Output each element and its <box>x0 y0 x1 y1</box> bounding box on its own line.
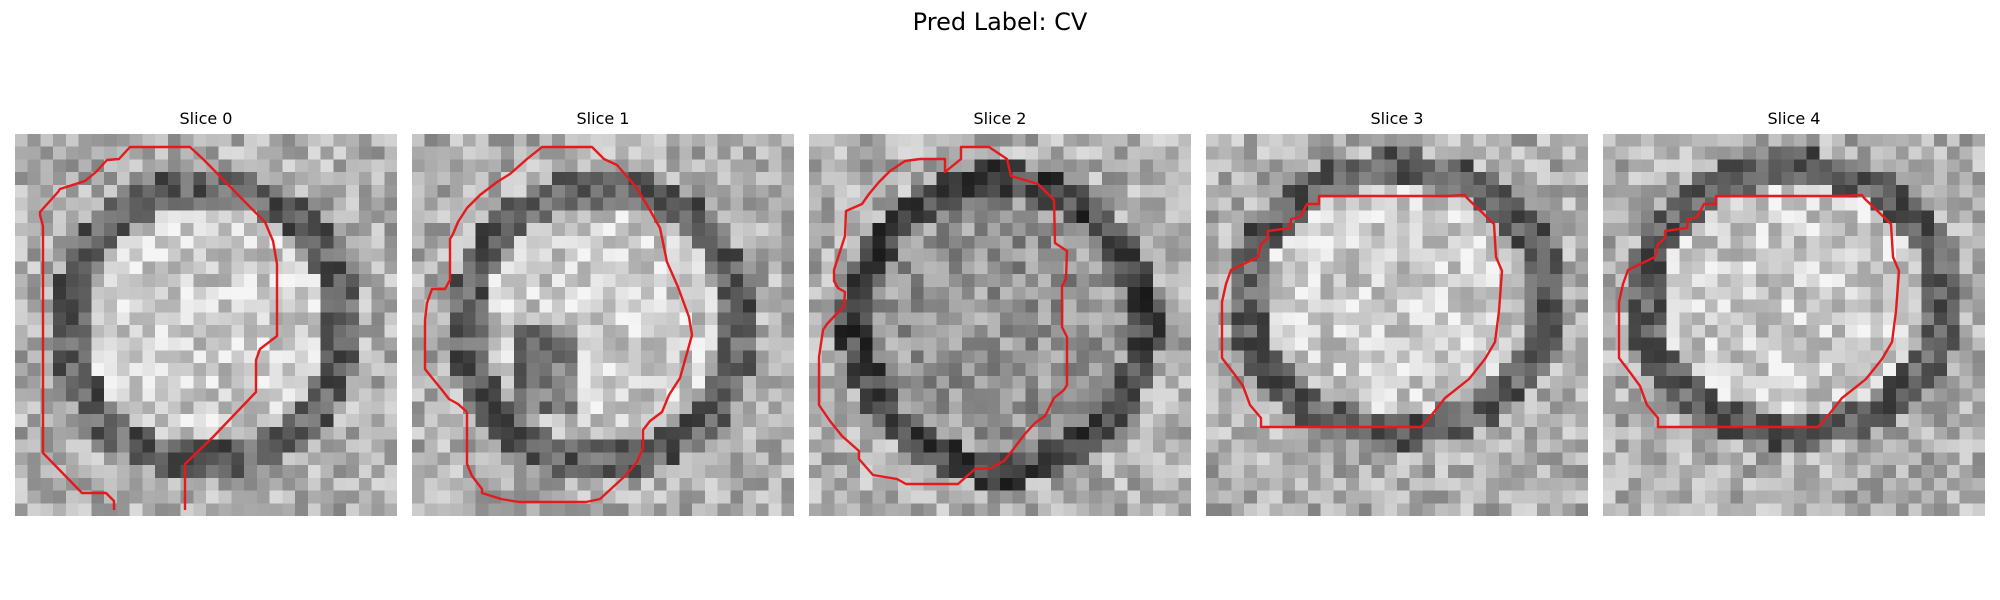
slice-title: Slice 3 <box>1370 109 1424 128</box>
slice-panel-1: Slice 1 <box>412 108 794 516</box>
slice-image <box>412 134 794 516</box>
slice-title: Slice 0 <box>179 109 233 128</box>
slice-panel-2: Slice 2 <box>809 108 1191 516</box>
slice-image <box>1603 134 1985 516</box>
slice-title: Slice 1 <box>576 109 630 128</box>
slice-image <box>1206 134 1588 516</box>
grayscale-image <box>1603 134 1985 516</box>
slice-image <box>15 134 397 516</box>
figure-title: Pred Label: CV <box>912 8 1088 36</box>
slice-title: Slice 2 <box>973 109 1027 128</box>
slice-panel-3: Slice 3 <box>1206 108 1588 516</box>
grayscale-image <box>412 134 794 516</box>
grayscale-image <box>809 134 1191 516</box>
slice-title: Slice 4 <box>1767 109 1821 128</box>
grayscale-image <box>15 134 397 516</box>
slice-panel-0: Slice 0 <box>15 108 397 516</box>
grayscale-image <box>1206 134 1588 516</box>
slice-image <box>809 134 1191 516</box>
slice-panel-4: Slice 4 <box>1603 108 1985 516</box>
